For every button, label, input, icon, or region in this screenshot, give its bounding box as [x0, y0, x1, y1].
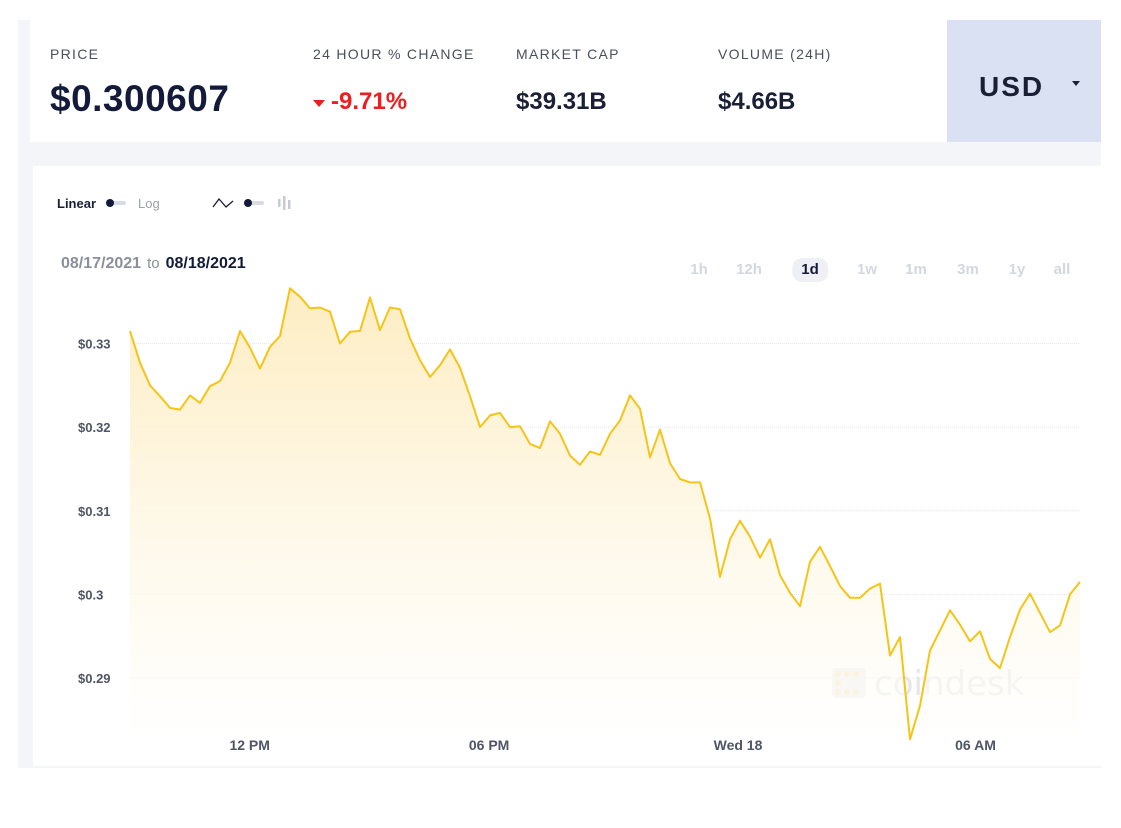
currency-label: USD [979, 71, 1045, 102]
market-cap-value: $39.31B [516, 88, 607, 115]
period-1w[interactable]: 1w [856, 261, 878, 278]
stats-bar: PRICE $0.300607 24 HOUR % CHANGE -9.71% … [30, 20, 947, 142]
change-value-wrap: -9.71% [313, 88, 407, 116]
period-1m[interactable]: 1m [905, 261, 927, 278]
period-3m[interactable]: 3m [957, 261, 979, 278]
period-1d[interactable]: 1d [792, 258, 828, 282]
price-area [130, 288, 1080, 740]
volume-label: VOLUME (24H) [718, 46, 832, 62]
scale-toggle-knob [106, 199, 115, 207]
range-to-word: to [147, 255, 160, 272]
chart-type-toggle-track [249, 201, 264, 205]
chart-toggles: Linear Log [57, 193, 292, 213]
period-1h[interactable]: 1h [690, 261, 708, 278]
chart-type-toggle-switch[interactable] [243, 199, 266, 207]
line-chart-icon[interactable] [212, 196, 234, 210]
price-value: $0.300607 [50, 78, 230, 119]
chevron-down-icon [1072, 81, 1080, 86]
period-all[interactable]: all [1053, 261, 1071, 278]
chart-type-toggle-knob [243, 199, 252, 207]
caret-down-icon [313, 100, 325, 107]
scale-linear-label[interactable]: Linear [57, 195, 97, 211]
date-range: 08/17/2021 to 08/18/2021 [61, 255, 246, 273]
period-1y[interactable]: 1y [1008, 261, 1026, 278]
period-12h[interactable]: 12h [736, 261, 762, 278]
period-selector: 1h 12h 1d 1w 1m 3m 1y all [0, 258, 1121, 284]
y-tick-label: $0.33 [78, 336, 111, 351]
x-tick-label: 06 PM [469, 737, 509, 753]
volume-value: $4.66B [718, 88, 796, 115]
y-tick-label: $0.32 [78, 420, 111, 435]
scale-toggle-track [112, 201, 127, 205]
scale-toggle-switch[interactable] [106, 199, 128, 207]
market-cap-label: MARKET CAP [516, 46, 620, 62]
y-tick-label: $0.29 [78, 671, 111, 686]
x-tick-label: 12 PM [229, 737, 269, 753]
currency-selector[interactable]: USD [947, 20, 1101, 142]
candlestick-icon[interactable] [276, 195, 292, 211]
scale-log-label[interactable]: Log [138, 195, 160, 211]
y-tick-label: $0.31 [78, 504, 111, 519]
price-line [129, 287, 1081, 741]
range-to[interactable]: 08/18/2021 [165, 255, 246, 272]
range-from[interactable]: 08/17/2021 [61, 255, 142, 272]
x-tick-label: 06 AM [955, 737, 996, 753]
change-value: -9.71% [331, 88, 408, 115]
price-label: PRICE [50, 46, 100, 62]
y-tick-label: $0.3 [78, 587, 103, 602]
change-label: 24 HOUR % CHANGE [313, 46, 475, 62]
x-tick-label: Wed 18 [714, 737, 763, 753]
